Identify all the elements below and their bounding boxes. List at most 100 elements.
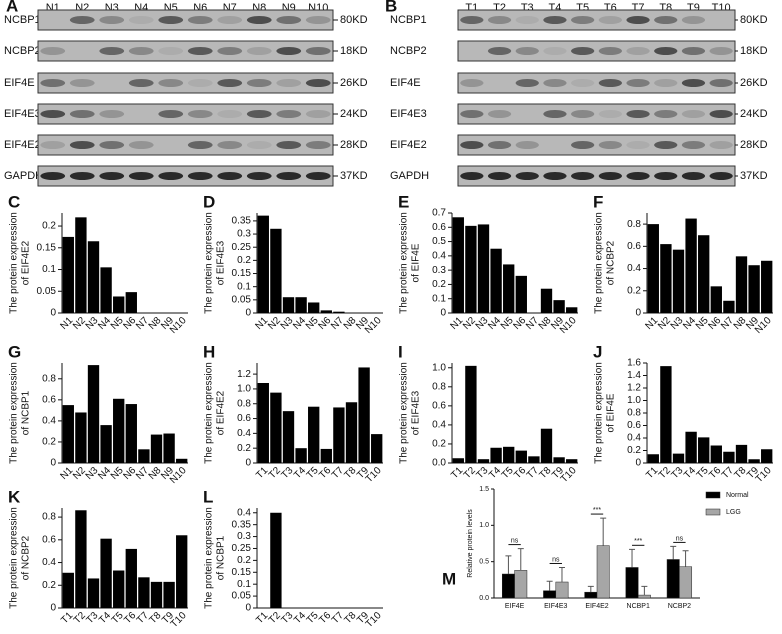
y-tick-label: 0.25	[232, 242, 252, 253]
y-tick-label: 0	[635, 458, 641, 469]
y-tick-label: 0.1	[432, 293, 446, 304]
x-tick-label: T10	[364, 610, 384, 630]
y-tick-label: 1.2	[237, 369, 251, 380]
size-label: 26KD	[340, 77, 368, 89]
band	[598, 141, 622, 149]
bar	[584, 591, 598, 599]
band	[246, 141, 272, 149]
bar	[308, 302, 320, 313]
y-tick-label: 0	[50, 458, 56, 469]
x-tick-label: T10	[559, 465, 579, 485]
bar	[113, 398, 125, 463]
band	[598, 172, 622, 180]
bar	[150, 434, 163, 463]
bar	[698, 235, 710, 313]
error-bar	[505, 555, 512, 575]
y-axis-label: of NCBP1	[21, 390, 32, 435]
bar	[295, 448, 307, 463]
y-tick-label: 0.4	[237, 428, 251, 439]
band	[571, 47, 595, 55]
band	[69, 110, 95, 118]
band	[246, 110, 272, 118]
y-tick-label: 0.8	[237, 398, 251, 409]
bar	[566, 307, 578, 313]
band	[158, 79, 184, 87]
bar	[710, 445, 722, 463]
y-tick-label: 0.0	[432, 458, 446, 469]
protein-label: EIF4E2	[390, 139, 427, 151]
bar	[672, 453, 685, 463]
y-tick-label: 0.4	[42, 416, 56, 427]
band	[276, 16, 302, 24]
bar	[761, 449, 773, 463]
y-tick-label: 0.2	[42, 437, 56, 448]
band	[598, 47, 622, 55]
bar	[555, 581, 569, 599]
y-tick-label: 0.15	[232, 268, 252, 279]
band	[626, 79, 650, 87]
y-tick-label: 0.6	[432, 222, 446, 233]
panel-letter: L	[203, 487, 213, 506]
bar	[270, 512, 282, 608]
bar	[113, 570, 125, 608]
band	[158, 16, 184, 24]
band	[515, 79, 539, 87]
protein-label: EIF4E3	[390, 108, 427, 120]
bar	[685, 218, 697, 313]
band	[187, 110, 213, 118]
bar	[477, 459, 490, 463]
panel-letter: J	[593, 342, 602, 361]
panel-letter: C	[8, 192, 20, 211]
y-tick-label: 0.05	[232, 294, 252, 305]
band	[487, 110, 512, 118]
y-axis-label: of EIF4E3	[216, 240, 227, 285]
bar	[540, 428, 553, 463]
x-tick-label: T10	[364, 465, 384, 485]
bar	[75, 412, 87, 463]
panel-letter: K	[8, 487, 21, 506]
sig-label: ns	[511, 537, 519, 544]
band	[626, 141, 650, 149]
bar	[62, 572, 74, 608]
bar	[333, 407, 345, 463]
band	[217, 79, 243, 87]
error-bar	[587, 585, 594, 593]
panel-letter: H	[203, 342, 215, 361]
y-tick-label: 0.15	[232, 567, 252, 578]
y-tick-label: 0.3	[237, 531, 251, 542]
y-tick-label: 0.3	[237, 229, 251, 240]
size-label: 28KD	[340, 139, 368, 151]
bar	[666, 559, 680, 599]
protein-label: NCBP2	[390, 45, 427, 57]
band	[709, 110, 733, 118]
bar	[647, 454, 659, 463]
bar	[465, 225, 477, 313]
protein-label: GAPDH	[4, 170, 43, 182]
bar	[515, 275, 527, 313]
y-tick-label: 0.4	[42, 557, 56, 568]
band	[305, 16, 331, 24]
band	[515, 47, 539, 55]
y-tick-label: 1.0	[627, 395, 641, 406]
band	[187, 47, 213, 55]
band	[487, 47, 512, 55]
y-axis-label: of NCBP2	[21, 535, 32, 580]
bar	[477, 224, 490, 313]
y-tick-label: 0.8	[627, 408, 641, 419]
bar	[270, 392, 282, 463]
band	[158, 110, 184, 118]
bar	[257, 383, 269, 463]
panel-letter: E	[398, 192, 409, 211]
protein-label: EIF4E	[390, 77, 421, 89]
protein-label: NCBP1	[4, 14, 41, 26]
band	[246, 16, 272, 24]
band	[681, 16, 706, 24]
y-tick-label: 0.2	[432, 279, 446, 290]
y-tick-label: 0.25	[232, 543, 252, 554]
sig-label: ns	[676, 535, 684, 542]
bar	[698, 437, 710, 463]
band	[543, 110, 567, 118]
y-tick-label: 0	[440, 308, 446, 319]
y-tick-label: 0.05	[37, 286, 57, 297]
